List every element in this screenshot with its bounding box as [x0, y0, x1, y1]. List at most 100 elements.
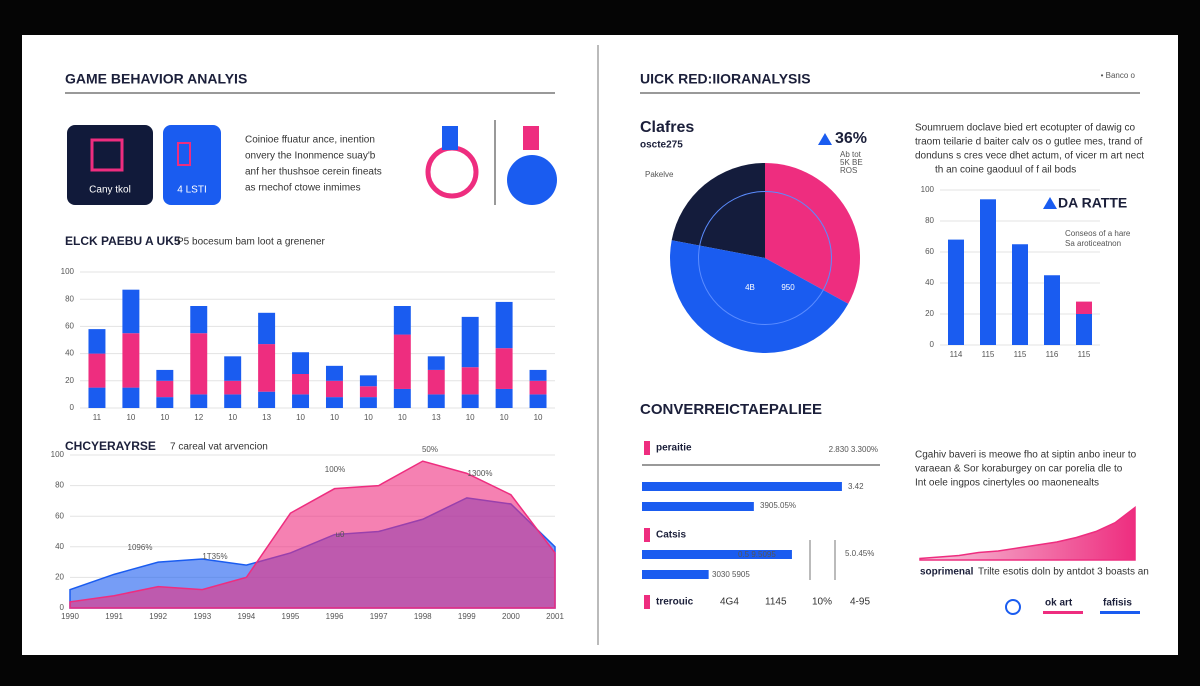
bar-segment [224, 394, 242, 408]
annotation: 1300% [468, 469, 493, 478]
pie-label: 950 [781, 283, 795, 292]
y-tick-label: 100 [51, 450, 65, 459]
y-tick-label: 0 [930, 340, 935, 349]
bar-segment [359, 375, 377, 387]
paragraph: traom teilarie d baiter calv os o gutlee… [915, 137, 1143, 148]
note: 3905.05% [760, 501, 796, 510]
bar-segment [122, 289, 140, 334]
paragraph: Coinioe ffuatur ance, inention [245, 135, 375, 146]
rate-note: Conseos of a hare [1065, 229, 1131, 238]
bar-segment [190, 306, 208, 334]
annotation: u0 [336, 530, 345, 539]
annotation: 1T35% [202, 552, 227, 561]
y-tick-label: 100 [921, 185, 935, 194]
bar-segment [1076, 301, 1092, 314]
tile-icon [177, 142, 191, 166]
bar-segment [980, 199, 996, 345]
bar-segment [495, 348, 513, 389]
kpi-note: 5K BE [840, 158, 863, 167]
x-tick-label: 115 [1014, 350, 1027, 359]
x-tick-label: 2000 [502, 612, 520, 621]
bar-segment [1044, 275, 1060, 345]
chart-title: ELCK PAEBU A UK5 [65, 234, 181, 248]
bar-segment [122, 333, 140, 388]
bar-segment [325, 365, 343, 381]
y-tick-label: 20 [55, 573, 64, 582]
kpi-arrow [818, 133, 832, 145]
x-tick-label: 1999 [458, 612, 476, 621]
row-value: 4G4 [720, 597, 739, 608]
bar-segment [224, 356, 242, 381]
paragraph: Cgahiv baveri is meowe fho at siptin anb… [915, 450, 1137, 461]
x-tick-label: 1994 [237, 612, 255, 621]
icon [1005, 599, 1021, 615]
chart-subtitle: 7 careal vat arvencion [170, 442, 268, 453]
tile-label: 4 LSTI [177, 185, 206, 196]
note: 5.0.45% [845, 549, 874, 558]
bar-segment [427, 369, 445, 395]
y-tick-label: 40 [55, 542, 64, 551]
x-tick-label: 10 [398, 413, 407, 422]
pie-title: Clafres [640, 119, 694, 136]
note: 3030 5905 [712, 570, 750, 579]
bar-segment [258, 391, 276, 408]
x-tick-label: 13 [432, 413, 441, 422]
kpi-note: Ab tot [840, 150, 862, 159]
y-tick-label: 80 [65, 294, 74, 303]
area [919, 505, 1136, 561]
tile-label: Cany tkol [89, 185, 131, 196]
paragraph: th an coine gaoduul of f ail bods [935, 165, 1076, 176]
x-tick-label: 2001 [546, 612, 564, 621]
icon [523, 126, 539, 150]
bar-segment [495, 301, 513, 349]
bar-segment [190, 333, 208, 395]
chart-title: CHCYERAYRSE [65, 439, 156, 453]
bar-segment [359, 386, 377, 398]
bar-segment [948, 239, 964, 345]
bar-segment [325, 380, 343, 398]
group-label: peraitie [656, 443, 692, 454]
y-tick-label: 20 [925, 309, 934, 318]
area [69, 460, 556, 609]
bar-segment [1012, 244, 1028, 345]
x-tick-label: 10 [364, 413, 373, 422]
corner-note: • Banco o [1101, 71, 1136, 80]
x-tick-label: 10 [500, 413, 509, 422]
bar-segment [461, 316, 479, 368]
x-tick-label: 10 [228, 413, 237, 422]
bar-segment [292, 394, 310, 408]
kpi: 36% [835, 130, 867, 147]
icon [507, 155, 557, 205]
bar-segment [325, 397, 343, 408]
pie-note: Pakelve [645, 170, 674, 179]
group-label: Catsis [656, 530, 686, 541]
group-swatch [644, 441, 650, 455]
paragraph: varaean & Sor koraburgey on car porelia … [915, 464, 1123, 475]
bar-segment [461, 394, 479, 408]
tile [67, 125, 153, 205]
bar-segment [292, 374, 310, 395]
bar-segment [156, 369, 174, 381]
row-value: 1145 [765, 597, 787, 608]
paragraph: onvery the Inonmence suay'b [245, 151, 376, 162]
y-tick-label: 60 [55, 511, 64, 520]
bar-segment [393, 306, 411, 335]
x-tick-label: 115 [982, 350, 995, 359]
bar-segment [359, 397, 377, 408]
bar-segment [156, 380, 174, 398]
bar-segment [258, 344, 276, 392]
bar-segment [122, 387, 140, 408]
x-tick-label: 10 [160, 413, 169, 422]
x-tick-label: 1991 [105, 612, 123, 621]
row-value: 4-95 [850, 597, 870, 608]
bar-segment [495, 388, 513, 408]
bar-segment [88, 329, 106, 354]
bar-segment [427, 394, 445, 408]
bar-segment [156, 397, 174, 408]
y-tick-label: 80 [925, 216, 934, 225]
legend-label: fafisis [1103, 598, 1132, 609]
x-tick-label: 114 [950, 350, 963, 359]
legend-swatch [1043, 611, 1083, 614]
y-tick-label: 100 [61, 267, 75, 276]
